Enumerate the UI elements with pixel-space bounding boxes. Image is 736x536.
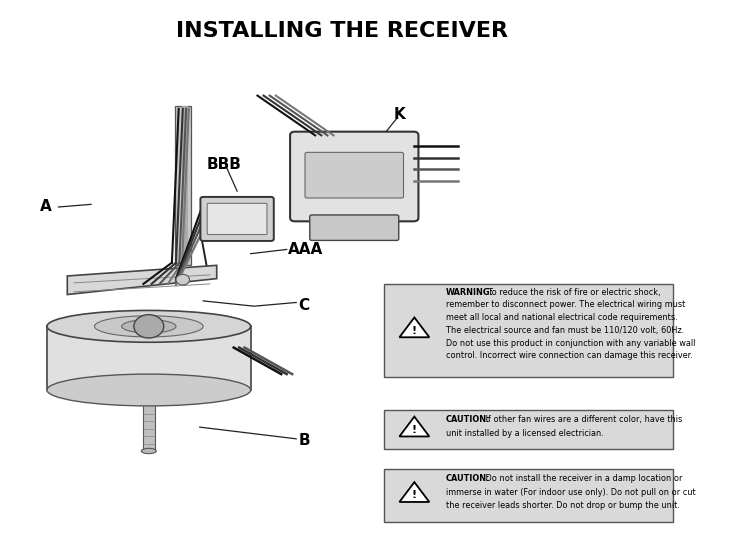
Circle shape: [176, 274, 190, 285]
Text: unit installed by a licensed electrician.: unit installed by a licensed electrician…: [445, 429, 604, 438]
Text: K: K: [393, 107, 405, 122]
FancyBboxPatch shape: [384, 468, 673, 522]
FancyBboxPatch shape: [208, 203, 267, 235]
Polygon shape: [47, 326, 251, 390]
FancyBboxPatch shape: [200, 197, 274, 241]
Bar: [143, 382, 155, 451]
Text: A: A: [40, 199, 52, 214]
FancyBboxPatch shape: [305, 152, 403, 198]
Text: meet all local and national electrical code requirements.: meet all local and national electrical c…: [445, 313, 677, 322]
Ellipse shape: [94, 316, 203, 337]
Ellipse shape: [141, 448, 156, 453]
Polygon shape: [400, 317, 429, 337]
Bar: [182, 106, 188, 265]
Text: WARNING:: WARNING:: [445, 288, 493, 296]
Text: To reduce the risk of fire or electric shock,: To reduce the risk of fire or electric s…: [488, 288, 660, 296]
Text: C: C: [298, 297, 309, 312]
Text: the receiver leads shorter. Do not drop or bump the unit.: the receiver leads shorter. Do not drop …: [445, 501, 679, 510]
Text: CAUTION:: CAUTION:: [445, 415, 490, 424]
Text: The electrical source and fan must be 110/120 volt, 60Hz.: The electrical source and fan must be 11…: [445, 326, 684, 335]
Text: immerse in water (For indoor use only). Do not pull on or cut: immerse in water (For indoor use only). …: [445, 488, 696, 496]
Text: !: !: [412, 425, 417, 435]
Polygon shape: [400, 482, 429, 502]
Ellipse shape: [47, 310, 251, 343]
Polygon shape: [400, 416, 429, 436]
Polygon shape: [67, 265, 216, 294]
Text: control. Incorrect wire connection can damage this receiver.: control. Incorrect wire connection can d…: [445, 351, 693, 360]
FancyBboxPatch shape: [384, 284, 673, 377]
Text: !: !: [412, 490, 417, 501]
Text: Do not use this product in conjunction with any variable wall: Do not use this product in conjunction w…: [445, 339, 695, 347]
Ellipse shape: [47, 374, 251, 406]
Text: INSTALLING THE RECEIVER: INSTALLING THE RECEIVER: [177, 21, 509, 41]
Ellipse shape: [121, 319, 176, 333]
Text: remember to disconnect power. The electrical wiring must: remember to disconnect power. The electr…: [445, 300, 685, 309]
Bar: [174, 106, 191, 265]
FancyBboxPatch shape: [290, 132, 419, 221]
Text: AAA: AAA: [288, 242, 323, 257]
Text: Do not install the receiver in a damp location or: Do not install the receiver in a damp lo…: [483, 474, 682, 483]
Text: !: !: [412, 326, 417, 336]
Text: B: B: [298, 433, 310, 448]
FancyBboxPatch shape: [384, 410, 673, 449]
Circle shape: [134, 315, 163, 338]
FancyBboxPatch shape: [310, 215, 399, 241]
Text: BBB: BBB: [207, 157, 241, 172]
Text: If other fan wires are a different color, have this: If other fan wires are a different color…: [483, 415, 682, 424]
Text: CAUTION:: CAUTION:: [445, 474, 490, 483]
